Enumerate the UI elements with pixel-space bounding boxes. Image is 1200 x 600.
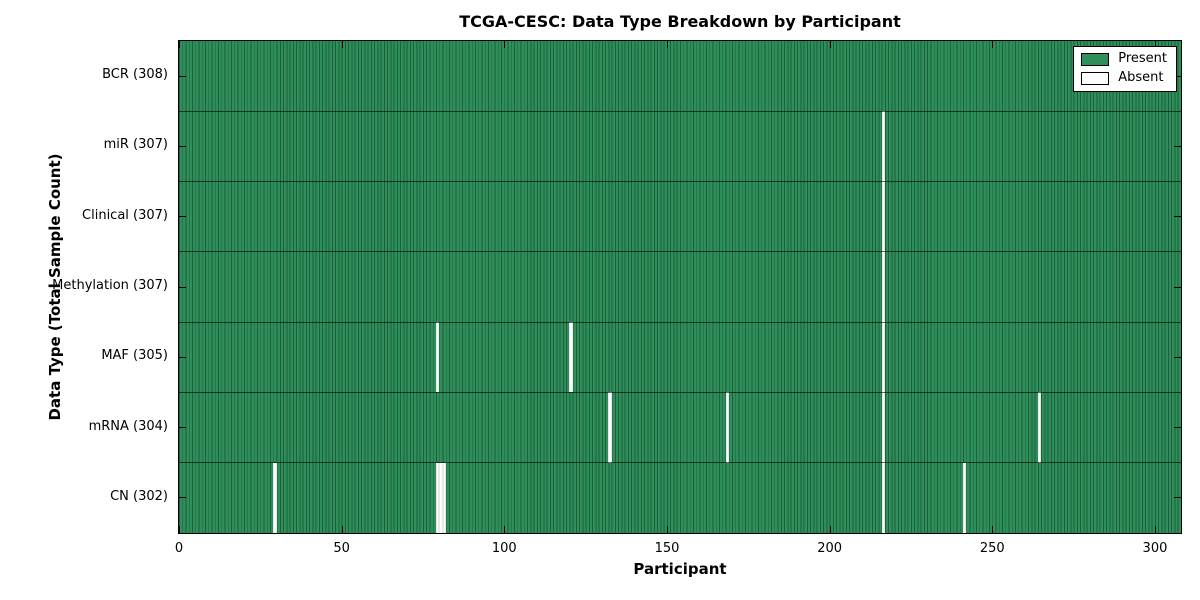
x-tick-mark: [829, 526, 831, 533]
absent-bar: [439, 462, 443, 533]
absent-bar: [436, 322, 440, 393]
row-separator: [179, 251, 1181, 253]
y-tick-mark: [179, 216, 186, 218]
row-separator: [179, 110, 1181, 112]
absent-bar: [881, 322, 885, 393]
x-tick-mark: [341, 526, 343, 533]
x-tick-mark: [992, 41, 994, 48]
y-tick-mark: [1174, 75, 1181, 77]
legend: Present Absent: [1073, 46, 1177, 92]
absent-bar: [608, 392, 612, 463]
x-tick-label: 250: [979, 541, 1005, 556]
absent-bar: [725, 392, 729, 463]
x-tick-mark: [666, 41, 668, 48]
absent-bar: [273, 462, 277, 533]
x-tick-mark: [504, 41, 506, 48]
legend-entry-present: Present: [1081, 52, 1167, 66]
x-tick-mark: [992, 526, 994, 533]
y-tick-label: mRNA (304): [88, 418, 168, 434]
row-separator: [179, 462, 1181, 464]
absent-bar: [881, 392, 885, 463]
y-tick-mark: [179, 427, 186, 429]
x-tick-mark: [1154, 41, 1156, 48]
y-tick-mark: [179, 286, 186, 288]
x-tick-mark: [179, 526, 180, 533]
legend-swatch-present-icon: [1081, 52, 1110, 66]
y-tick-mark: [179, 497, 186, 499]
y-tick-mark: [1174, 216, 1181, 218]
x-tick-label: 150: [654, 541, 680, 556]
y-tick-mark: [179, 356, 186, 358]
y-tick-mark: [1174, 497, 1181, 499]
absent-bar: [442, 462, 446, 533]
y-tick-mark: [1174, 427, 1181, 429]
y-tick-mark: [1174, 145, 1181, 147]
row-separator: [179, 181, 1181, 183]
x-tick-mark: [666, 526, 668, 533]
legend-label-absent: Absent: [1118, 70, 1164, 85]
x-tick-label: 50: [333, 541, 350, 556]
x-tick-mark: [1154, 526, 1156, 533]
y-tick-label: Methylation (307): [52, 278, 168, 293]
legend-label-present: Present: [1118, 51, 1167, 66]
row-separator: [179, 321, 1181, 323]
absent-bar: [881, 251, 885, 323]
x-tick-label: 0: [174, 541, 184, 556]
row-separator: [179, 391, 1181, 393]
y-tick-label: miR (307): [103, 137, 168, 153]
y-tick-label: MAF (305): [101, 348, 168, 364]
legend-swatch-absent-icon: [1081, 71, 1110, 85]
y-tick-label: Clinical (307): [82, 207, 168, 223]
x-tick-label: 200: [817, 541, 843, 556]
chart-title: TCGA-CESC: Data Type Breakdown by Partic…: [459, 12, 901, 31]
absent-bar: [1037, 392, 1042, 463]
x-tick-mark: [829, 41, 831, 48]
x-tick-label: 300: [1142, 541, 1168, 556]
y-tick-mark: [179, 75, 186, 77]
absent-bar: [881, 181, 885, 252]
absent-bar: [569, 322, 573, 393]
y-tick-label: CN (302): [110, 488, 168, 504]
y-tick-mark: [1174, 286, 1181, 288]
x-tick-label: 100: [491, 541, 517, 556]
absent-bar: [963, 462, 967, 533]
plot-area: Present Absent: [178, 40, 1182, 534]
y-tick-label: BCR (308): [102, 67, 168, 83]
x-axis-label: Participant: [633, 560, 727, 578]
absent-bar: [436, 462, 440, 533]
absent-bar: [881, 462, 885, 533]
x-tick-mark: [504, 526, 506, 533]
y-tick-mark: [179, 145, 186, 147]
x-tick-mark: [341, 41, 343, 48]
legend-entry-absent: Absent: [1081, 71, 1167, 85]
absent-bar: [881, 111, 885, 182]
y-tick-mark: [1174, 356, 1181, 358]
x-tick-mark: [179, 41, 180, 48]
